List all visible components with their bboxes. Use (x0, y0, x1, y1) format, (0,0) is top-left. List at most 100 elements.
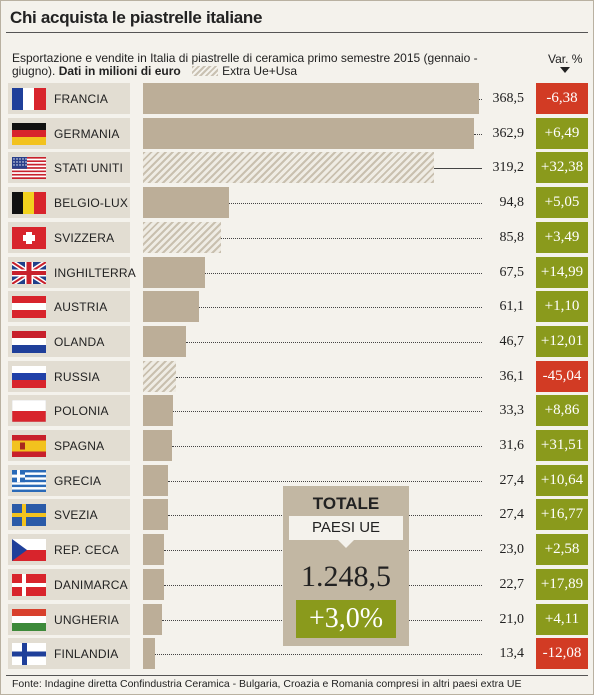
category-label-box: DANIMARCA (8, 568, 130, 600)
category-label-box: OLANDA (8, 325, 130, 357)
category-label: FINLANDIA (54, 647, 119, 662)
category-label: REP. CECA (54, 543, 119, 558)
category-label: SPAGNA (54, 439, 105, 453)
bar-row: INGHILTERRA 67,5 +14,99 (0, 256, 594, 290)
category-label: STATI UNITI (54, 161, 124, 176)
var-badge: +14,99 (536, 256, 588, 288)
leader-line (155, 654, 482, 656)
category-label: OLANDA (54, 334, 105, 349)
flag-russia-icon (12, 365, 46, 388)
flag-netherlands-icon (12, 330, 46, 353)
bar-row: GRECIA 27,4 +10,64 (0, 464, 594, 498)
category-label-box: REP. CECA (8, 534, 130, 566)
category-label-box: STATI UNITI (8, 152, 130, 184)
bar (143, 117, 474, 149)
bar-row: FRANCIA 368,5 -6,38 (0, 82, 594, 116)
bar (143, 534, 164, 566)
flag-sweden-icon (12, 504, 46, 527)
bar (143, 187, 230, 219)
category-label-box: GERMANIA (8, 117, 130, 149)
category-label: RUSSIA (54, 369, 100, 384)
flag-hungary-icon (12, 608, 46, 631)
category-label: GRECIA (54, 473, 102, 488)
category-label-box: SVIZZERA (8, 221, 130, 253)
total-var-badge: +3,0% (296, 600, 396, 638)
bar (143, 499, 168, 531)
footer-divider (6, 675, 588, 676)
legend-label: Extra Ue+Usa (222, 64, 298, 78)
value-label: 362,9 (492, 125, 525, 141)
var-badge: -12,08 (536, 638, 588, 670)
value-label: 319,2 (492, 160, 525, 176)
chart-title: Chi acquista le piastrelle italiane (10, 8, 263, 27)
category-label-box: SPAGNA (8, 430, 130, 461)
leader-line (473, 133, 482, 135)
total-box: TOTALE PAESI UE 1.248,5 +3,0% (283, 486, 409, 646)
value-label: 23,0 (499, 542, 525, 558)
leader-line (204, 272, 482, 274)
bar (143, 360, 176, 392)
var-badge: +3,49 (536, 221, 588, 253)
bar-row: SVEZIA 27,4 +16,77 (0, 498, 594, 532)
bar (143, 638, 156, 670)
bar-row: DANIMARCA 22,7 +17,89 (0, 568, 594, 602)
leader-line (171, 446, 482, 447)
category-label-box: POLONIA (8, 395, 130, 427)
var-badge: +2,58 (536, 534, 588, 566)
category-label: AUSTRIA (54, 300, 108, 315)
category-label: SVEZIA (54, 508, 98, 523)
var-badge: +31,51 (536, 430, 588, 461)
sort-arrow-icon (560, 67, 570, 73)
value-label: 61,1 (499, 299, 525, 315)
value-label: 67,5 (499, 264, 525, 280)
bar-row: SPAGNA 31,6 +31,51 (0, 429, 594, 463)
bar (143, 568, 164, 600)
flag-czech-icon (12, 539, 46, 562)
var-badge: +32,38 (536, 152, 588, 184)
legend-hatched-swatch (192, 66, 219, 76)
value-label: 22,7 (499, 576, 525, 592)
chart-subtitle: Esportazione e vendite in Italia di pias… (12, 52, 482, 78)
value-label: 46,7 (499, 333, 525, 349)
flag-usa-icon (12, 157, 46, 180)
leader-line (173, 411, 482, 413)
value-label: 368,5 (492, 91, 525, 106)
value-label: 31,6 (499, 438, 525, 453)
leader-line (175, 376, 482, 378)
bar (143, 291, 199, 323)
var-badge: +6,49 (536, 117, 588, 149)
bar-row: STATI UNITI 319,2 +32,38 (0, 151, 594, 185)
category-label-box: INGHILTERRA (8, 256, 136, 288)
bar (143, 430, 172, 461)
value-label: 36,1 (499, 368, 525, 384)
category-label-box: GRECIA (8, 464, 130, 496)
bar (143, 256, 205, 288)
flag-poland-icon (12, 400, 46, 423)
category-label: GERMANIA (54, 126, 120, 141)
bar-row: POLONIA 33,3 +8,86 (0, 394, 594, 428)
footer-source: Fonte: Indagine diretta Confindustria Ce… (12, 678, 522, 690)
category-label: SVIZZERA (54, 230, 115, 245)
category-label-box: FINLANDIA (8, 638, 130, 670)
value-label: 33,3 (499, 403, 525, 419)
bar-row: RUSSIA 36,1 -45,04 (0, 360, 594, 394)
bar (143, 325, 186, 357)
leader-line (221, 237, 482, 239)
total-subtitle-bg (289, 516, 403, 540)
leader-line (479, 99, 482, 100)
leader-line (198, 307, 482, 309)
total-subtitle: PAESI UE (311, 519, 381, 536)
bar-row: REP. CECA 23,0 +2,58 (0, 533, 594, 567)
subtitle-units: Dati in milioni di euro (58, 64, 181, 78)
subtitle-text: Esportazione e vendite in Italia di pias… (12, 51, 478, 78)
leader-line (229, 203, 482, 205)
value-label: 27,4 (499, 472, 525, 488)
leader-line (185, 341, 482, 343)
bar (143, 395, 174, 427)
bar (143, 152, 435, 184)
category-label: UNGHERIA (54, 612, 119, 627)
value-label: 94,8 (499, 195, 525, 211)
category-label-box: BELGIO-LUX (8, 187, 130, 219)
category-label: DANIMARCA (54, 577, 128, 592)
var-badge: +4,11 (536, 603, 588, 635)
